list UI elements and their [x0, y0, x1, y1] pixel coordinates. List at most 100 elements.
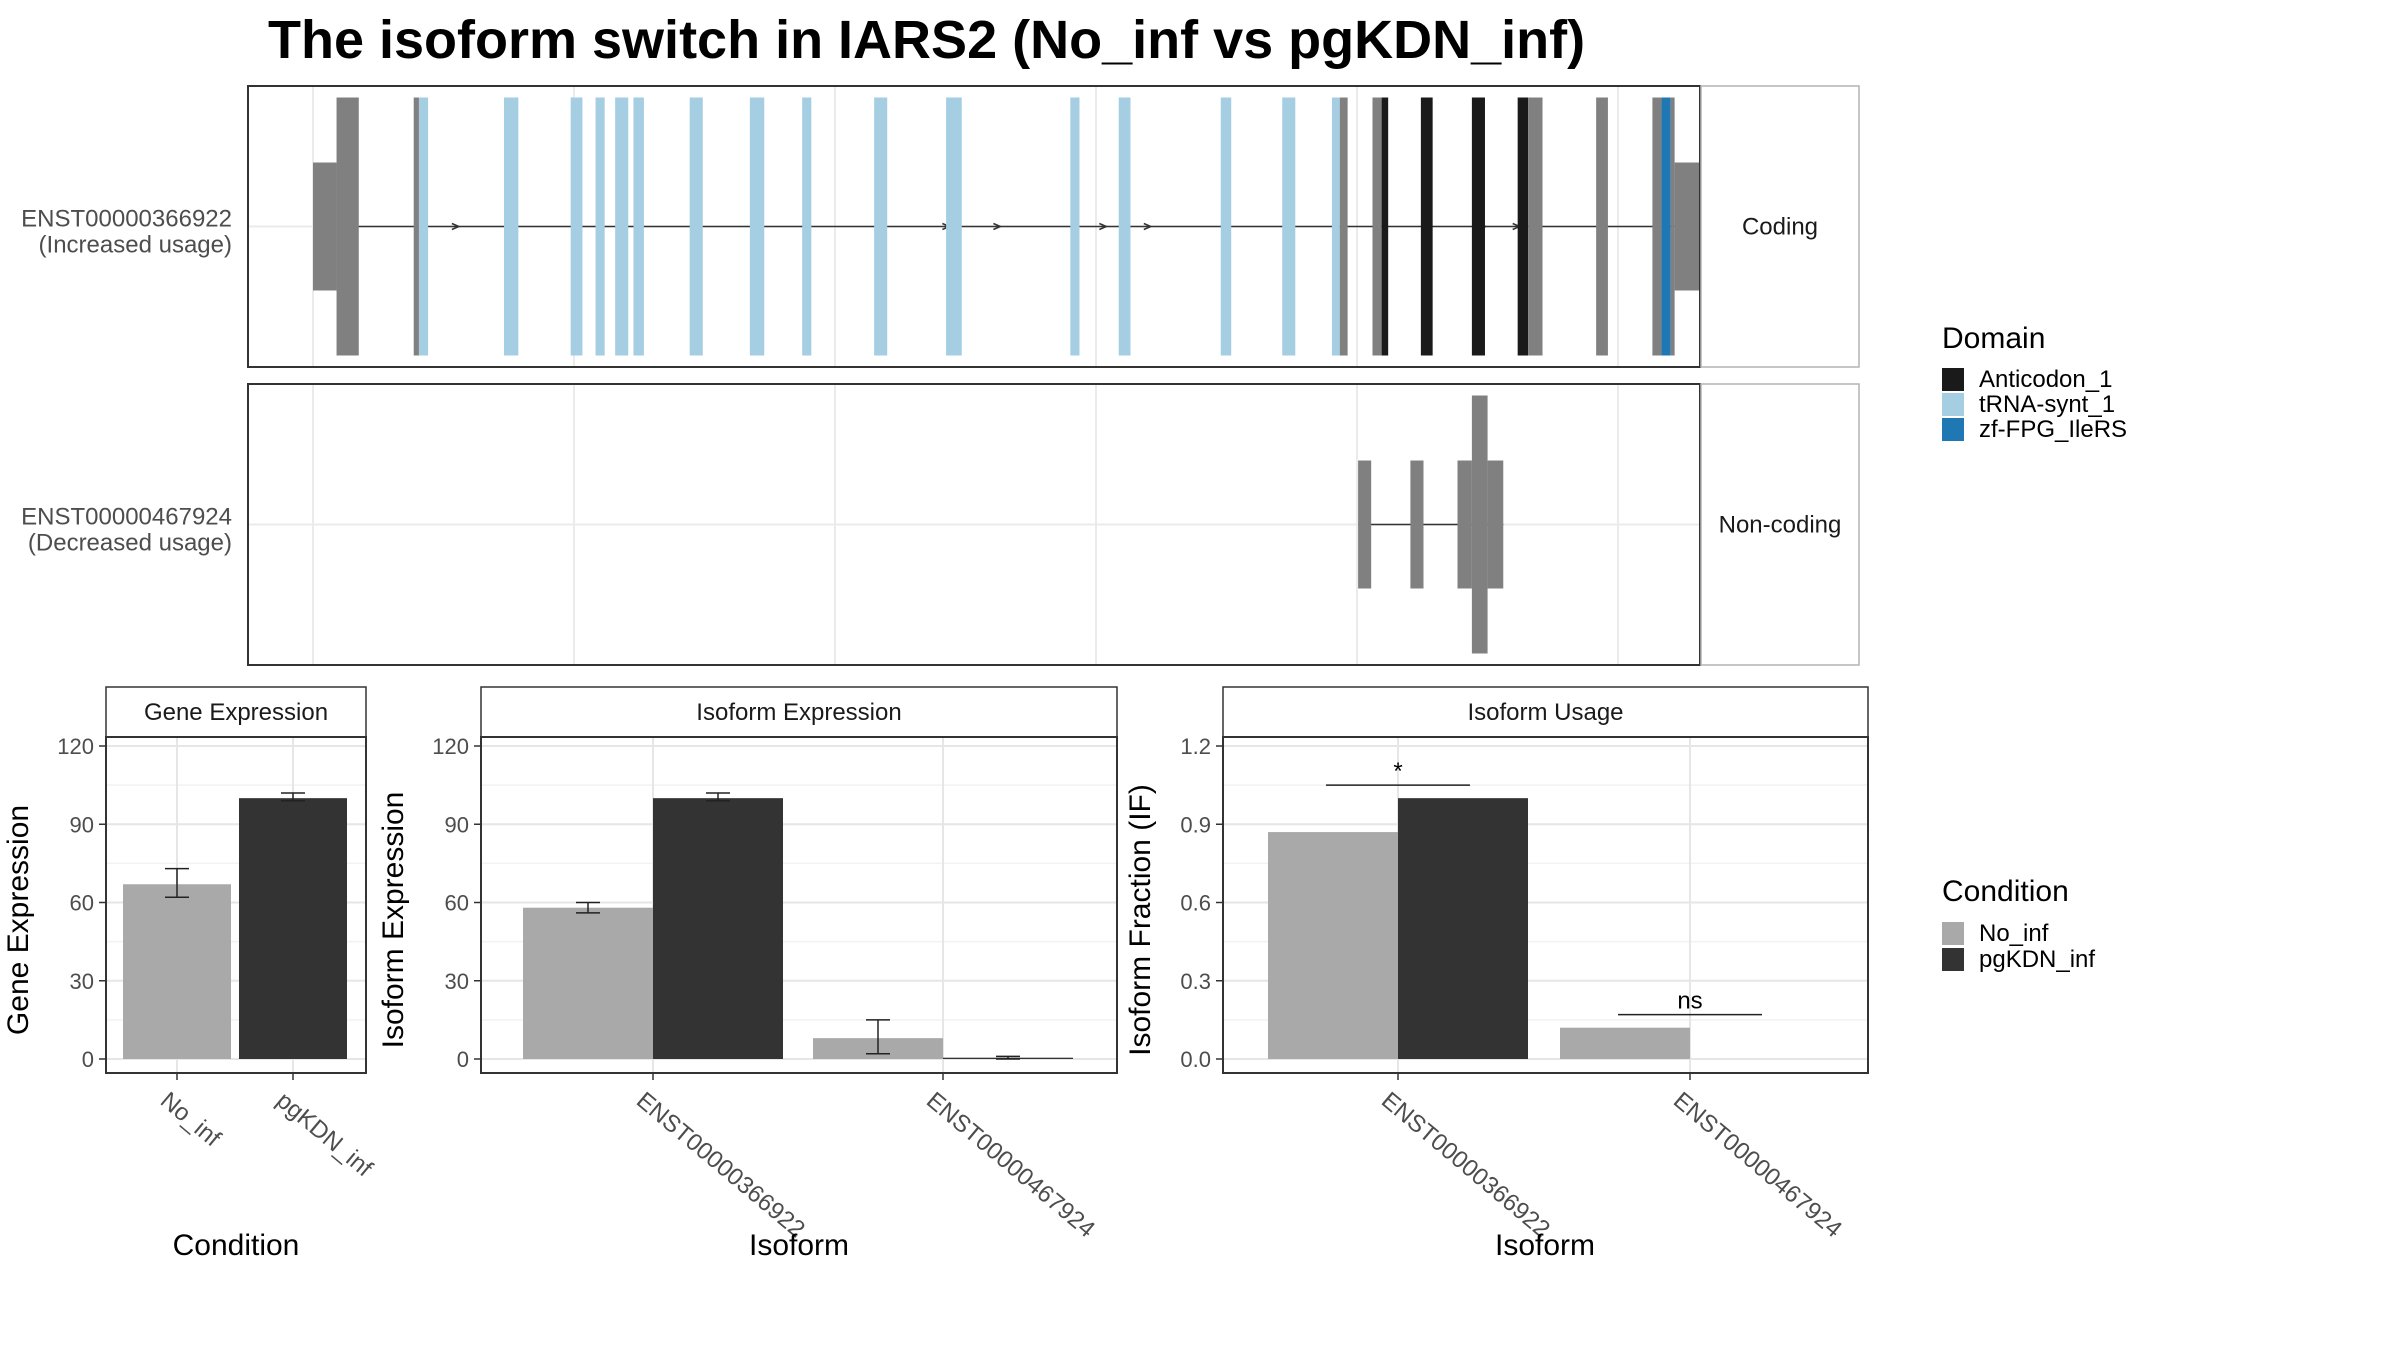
domain-exon — [946, 97, 962, 356]
domain-legend-swatch — [1942, 368, 1964, 391]
utr-exon — [313, 162, 337, 291]
x-tick-label: No_inf — [155, 1087, 226, 1152]
y-tick-label: 0.0 — [1180, 1047, 1211, 1072]
domain-exon — [689, 97, 703, 356]
cds-exon — [413, 97, 419, 356]
domain-exon — [570, 97, 583, 356]
cds-exon — [1372, 97, 1382, 356]
domain-legend-label: zf-FPG_IleRS — [1979, 416, 2127, 443]
domain-exon — [1661, 97, 1671, 356]
condition-legend-title: Condition — [1942, 875, 2069, 908]
figure-title: The isoform switch in IARS2 (No_inf vs p… — [268, 10, 1585, 70]
panel-strip-title: Gene Expression — [144, 699, 328, 726]
transcript-id-label: ENST00000366922 — [21, 206, 232, 233]
bar — [523, 907, 653, 1059]
utr-exon — [1358, 460, 1372, 589]
panel-border — [480, 736, 1118, 1074]
domain-exon — [1331, 97, 1340, 356]
x-axis-title: Isoform — [749, 1229, 849, 1262]
condition-legend-swatch — [1942, 922, 1964, 945]
cds-exon — [1339, 97, 1348, 356]
x-tick-label: ENST00000467924 — [921, 1087, 1100, 1243]
domain-exon — [1471, 97, 1485, 356]
x-tick-label: ENST00000366922 — [631, 1087, 810, 1243]
domain-exon — [1282, 97, 1296, 356]
track-border — [247, 85, 1701, 368]
y-tick-label: 0 — [82, 1047, 94, 1072]
strand-arrow — [1099, 222, 1109, 231]
domain-legend-swatch — [1942, 393, 1964, 416]
y-axis-title: Gene Expression — [2, 805, 35, 1035]
domain-legend-label: Anticodon_1 — [1979, 366, 2112, 393]
domain-exon — [1420, 97, 1433, 356]
y-tick-label: 90 — [70, 812, 94, 837]
domain-exon — [595, 97, 605, 356]
y-axis-title: Isoform Fraction (IF) — [1124, 784, 1157, 1056]
condition-legend-label: No_inf — [1979, 920, 2049, 947]
x-axis-title: Condition — [173, 1229, 300, 1262]
y-tick-label: 30 — [70, 969, 94, 994]
domain-exon — [633, 97, 644, 356]
y-tick-label: 0.6 — [1180, 891, 1211, 916]
transcript-usage-label: (Increased usage) — [39, 232, 232, 259]
domain-exon — [874, 97, 888, 356]
transcript-id-label: ENST00000467924 — [21, 504, 232, 531]
domain-exon — [1220, 97, 1232, 356]
x-tick-label: ENST00000366922 — [1376, 1087, 1555, 1243]
utr-exon — [1674, 162, 1700, 291]
panel-border — [1222, 736, 1869, 1074]
y-tick-label: 120 — [432, 734, 469, 759]
y-tick-label: 0.9 — [1180, 812, 1211, 837]
utr-exon — [1457, 460, 1472, 589]
transcript-tracks: Coding ENST00000366922(Increased usage) No… — [21, 85, 1860, 666]
track-strip — [1700, 85, 1860, 368]
domain-exon — [503, 97, 519, 356]
cds-exon — [1652, 97, 1662, 356]
panel-strip — [105, 686, 367, 738]
condition-legend-swatch — [1942, 948, 1964, 971]
cds-exon — [336, 97, 359, 356]
y-tick-label: 0 — [457, 1047, 469, 1072]
cds-exon — [1670, 97, 1675, 356]
domain-exon — [1517, 97, 1529, 356]
domain-exon — [1381, 97, 1389, 356]
track-strip — [1700, 383, 1860, 666]
significance-label: * — [1393, 758, 1402, 785]
domain-exon — [802, 97, 812, 356]
panel-2: Isoform Usage 0.0 0.3 0.6 0.9 1.2 * ns ENST00000… — [1124, 686, 1869, 1262]
strand-arrow — [1143, 222, 1153, 231]
y-tick-label: 120 — [57, 734, 94, 759]
panel-strip — [1222, 686, 1869, 738]
y-tick-label: 1.2 — [1180, 734, 1211, 759]
bar — [1398, 798, 1528, 1059]
transcript-track-ENST00000467924: Non-coding ENST00000467924(Decreased usag… — [21, 383, 1860, 666]
x-tick-label: ENST00000467924 — [1668, 1087, 1847, 1243]
domain-legend-swatch — [1942, 418, 1964, 441]
y-axis-title: Isoform Expression — [377, 792, 410, 1049]
domain-exon — [615, 97, 629, 356]
cds-exon — [1596, 97, 1608, 356]
transcript-track-ENST00000366922: Coding ENST00000366922(Increased usage) — [21, 85, 1860, 368]
panel-0: Gene Expression 0 30 60 90 120 No_inf pgKDN_inf… — [2, 686, 378, 1262]
panel-border — [105, 736, 367, 1074]
bar — [653, 798, 783, 1059]
panel-1: Isoform Expression 0 30 60 90 120 ENST00000366… — [377, 686, 1118, 1262]
cds-exon — [1528, 97, 1543, 356]
domain-exon — [749, 97, 765, 356]
y-tick-label: 60 — [445, 891, 469, 916]
transcript-usage-label: (Decreased usage) — [28, 530, 232, 557]
y-tick-label: 60 — [70, 891, 94, 916]
strand-arrow — [993, 222, 1003, 231]
domain-exon — [1118, 97, 1131, 356]
condition-legend-label: pgKDN_inf — [1979, 946, 2095, 973]
strand-arrow — [451, 222, 461, 231]
panel-strip — [480, 686, 1118, 738]
cds-exon — [1471, 395, 1488, 654]
domain-legend-title: Domain — [1942, 322, 2045, 355]
domain-legend-label: tRNA-synt_1 — [1979, 391, 2115, 418]
bar-panels: Gene Expression 0 30 60 90 120 No_inf pgKDN_inf… — [2, 686, 1869, 1262]
track-strip-label: Coding — [1742, 214, 1818, 241]
domain-exon — [418, 97, 429, 356]
track-strip-label: Non-coding — [1719, 512, 1842, 539]
